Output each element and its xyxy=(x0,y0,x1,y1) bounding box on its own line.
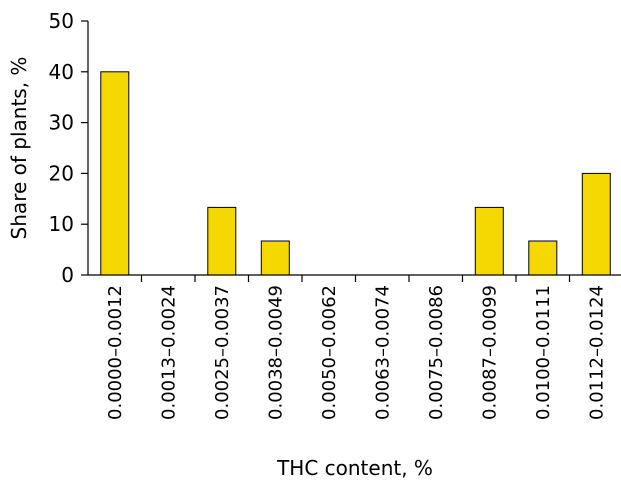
x-axis-label: THC content, % xyxy=(276,456,433,480)
x-tick-label: 0.0038–0.0049 xyxy=(265,285,286,420)
x-axis: 0.0000–0.0012 0.0013–0.0024 0.0025–0.0037 0… xyxy=(88,274,621,420)
y-tick-label: 50 xyxy=(49,9,74,33)
y-axis-label: Share of plants, % xyxy=(7,57,31,240)
x-tick-label: 0.0050–0.0062 xyxy=(319,285,340,420)
y-axis: 0 10 20 30 40 50 xyxy=(49,9,89,287)
bar-4 xyxy=(260,240,290,276)
x-tick-label: 0.0112–0.0124 xyxy=(586,285,607,420)
x-tick-label: 0.0100–0.0111 xyxy=(533,285,554,420)
bar-3 xyxy=(207,206,237,276)
x-tick-label: 0.0063–0.0074 xyxy=(372,285,393,420)
y-tick-label: 30 xyxy=(49,111,74,135)
x-tick-label: 0.0025–0.0037 xyxy=(212,285,233,420)
x-tick-label: 0.0013–0.0024 xyxy=(158,285,179,420)
y-tick-label: 20 xyxy=(49,161,74,185)
y-tick-label: 0 xyxy=(61,263,74,287)
y-tick-label: 40 xyxy=(49,60,74,84)
x-tick-label: 0.0087–0.0099 xyxy=(479,285,500,420)
bar-8 xyxy=(474,206,504,276)
bar-9 xyxy=(528,240,558,276)
bar-1 xyxy=(100,71,130,276)
x-tick-label: 0.0075–0.0086 xyxy=(426,285,447,420)
y-tick-label: 10 xyxy=(49,212,74,236)
bar-10 xyxy=(581,172,611,276)
x-tick-label: 0.0000–0.0012 xyxy=(105,285,126,420)
bars-group xyxy=(100,71,611,276)
